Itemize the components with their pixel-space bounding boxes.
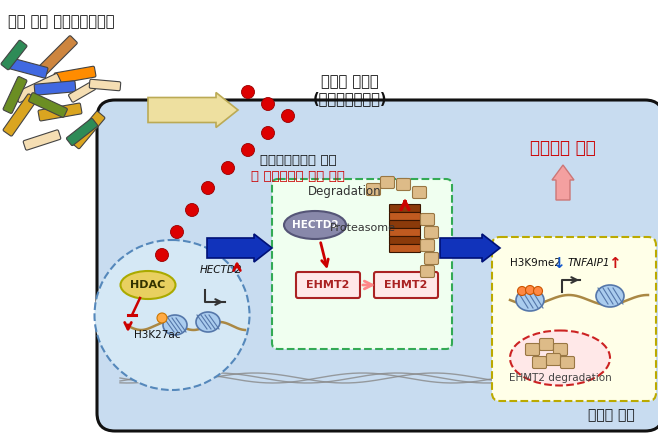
FancyBboxPatch shape: [23, 130, 61, 150]
FancyBboxPatch shape: [420, 265, 434, 278]
FancyArrow shape: [440, 234, 500, 262]
FancyBboxPatch shape: [29, 93, 67, 117]
FancyBboxPatch shape: [15, 74, 61, 103]
FancyBboxPatch shape: [3, 77, 27, 113]
Text: ↓: ↓: [551, 255, 565, 271]
Circle shape: [517, 287, 526, 295]
Text: Proteasome: Proteasome: [330, 223, 396, 233]
Circle shape: [222, 162, 234, 174]
Ellipse shape: [120, 271, 176, 299]
FancyBboxPatch shape: [424, 226, 438, 239]
FancyBboxPatch shape: [420, 239, 434, 252]
Text: EHMT2 degradation: EHMT2 degradation: [509, 373, 611, 383]
FancyBboxPatch shape: [3, 94, 37, 136]
FancyBboxPatch shape: [390, 204, 420, 213]
FancyBboxPatch shape: [374, 272, 438, 298]
FancyBboxPatch shape: [413, 187, 426, 198]
FancyBboxPatch shape: [54, 66, 96, 84]
Ellipse shape: [196, 312, 220, 332]
FancyBboxPatch shape: [540, 339, 553, 350]
Circle shape: [170, 226, 184, 239]
FancyBboxPatch shape: [66, 118, 97, 145]
FancyBboxPatch shape: [34, 81, 76, 95]
Ellipse shape: [284, 211, 346, 239]
Text: ↑: ↑: [607, 255, 620, 271]
Text: H3K27ac: H3K27ac: [134, 330, 180, 340]
FancyBboxPatch shape: [97, 100, 658, 431]
FancyBboxPatch shape: [89, 79, 120, 91]
Text: (프로피오네이트): (프로피오네이트): [313, 91, 388, 107]
FancyBboxPatch shape: [397, 178, 411, 191]
FancyBboxPatch shape: [390, 220, 420, 229]
Circle shape: [157, 313, 167, 323]
FancyBboxPatch shape: [526, 343, 540, 355]
FancyBboxPatch shape: [380, 177, 395, 188]
Circle shape: [261, 126, 274, 139]
Text: Degradation: Degradation: [308, 185, 382, 198]
Text: 미생물대사체에 의한: 미생물대사체에 의한: [260, 154, 336, 167]
Circle shape: [186, 204, 199, 216]
FancyBboxPatch shape: [553, 343, 567, 355]
FancyBboxPatch shape: [272, 179, 452, 349]
Circle shape: [201, 181, 215, 194]
Text: HECTD2: HECTD2: [200, 265, 243, 275]
FancyBboxPatch shape: [39, 36, 77, 74]
Ellipse shape: [516, 289, 544, 311]
FancyBboxPatch shape: [561, 356, 574, 368]
Circle shape: [155, 249, 168, 262]
Circle shape: [526, 285, 534, 294]
Circle shape: [282, 110, 295, 123]
Circle shape: [534, 287, 542, 295]
Text: 암 타겟단백질 분해 증가: 암 타겟단백질 분해 증가: [251, 171, 345, 184]
FancyArrow shape: [207, 234, 272, 262]
FancyBboxPatch shape: [68, 82, 95, 102]
Text: 미생물 대사체: 미생물 대사체: [321, 74, 379, 90]
FancyBboxPatch shape: [8, 58, 48, 78]
Ellipse shape: [510, 330, 610, 385]
FancyBboxPatch shape: [424, 252, 438, 265]
Circle shape: [241, 143, 255, 156]
Circle shape: [241, 85, 255, 98]
FancyBboxPatch shape: [296, 272, 360, 298]
Text: H3K9me2: H3K9me2: [510, 258, 561, 268]
FancyBboxPatch shape: [532, 356, 547, 368]
Ellipse shape: [163, 315, 187, 335]
FancyArrow shape: [148, 93, 238, 127]
Text: 세포사멸 증가: 세포사멸 증가: [530, 139, 596, 157]
Text: HECTD2: HECTD2: [291, 220, 338, 230]
FancyBboxPatch shape: [420, 213, 434, 226]
FancyBboxPatch shape: [492, 237, 656, 401]
Text: EHMT2: EHMT2: [307, 280, 349, 290]
FancyBboxPatch shape: [547, 353, 561, 365]
FancyBboxPatch shape: [1, 40, 27, 70]
Circle shape: [261, 97, 274, 110]
Ellipse shape: [596, 285, 624, 307]
Text: EHMT2: EHMT2: [384, 280, 428, 290]
Text: 인간 장내 마이크로바이옴: 인간 장내 마이크로바이옴: [8, 14, 114, 29]
FancyBboxPatch shape: [38, 103, 82, 121]
Text: HDAC: HDAC: [130, 280, 166, 290]
Ellipse shape: [95, 240, 249, 390]
FancyBboxPatch shape: [367, 184, 380, 196]
FancyArrow shape: [552, 165, 574, 200]
FancyBboxPatch shape: [390, 229, 420, 236]
FancyBboxPatch shape: [71, 111, 105, 149]
Text: 대장암 세포: 대장암 세포: [588, 408, 635, 422]
FancyBboxPatch shape: [390, 245, 420, 252]
FancyBboxPatch shape: [390, 236, 420, 245]
FancyBboxPatch shape: [390, 213, 420, 220]
Text: TNFAIP1: TNFAIP1: [568, 258, 611, 268]
